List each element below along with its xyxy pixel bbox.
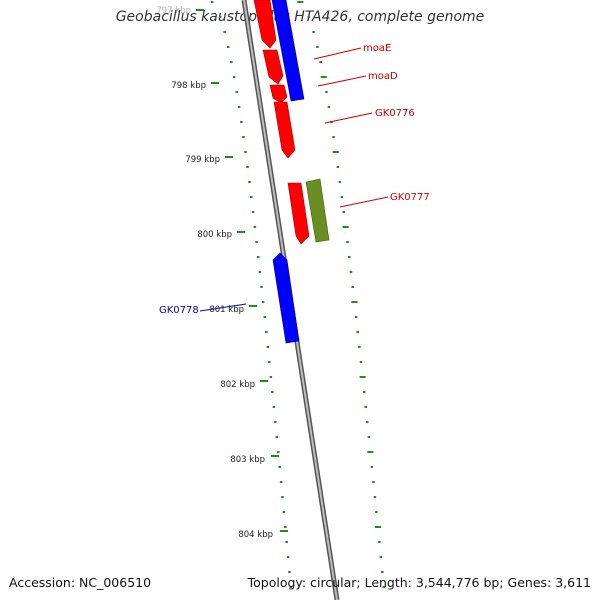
leader-GK0777 bbox=[340, 197, 388, 207]
scale-label: 798 kbp bbox=[171, 81, 206, 91]
genome-summary-text: Topology: circular; Length: 3,544,776 bp… bbox=[248, 575, 591, 590]
gene-label-GK0776[interactable]: GK0776 bbox=[375, 108, 415, 119]
scale-label: 801 kbp bbox=[209, 305, 244, 315]
gene-label-moaD[interactable]: moaD bbox=[368, 71, 398, 82]
accession-text: Accession: NC_006510 bbox=[9, 575, 151, 590]
scale-label: 797 kbp bbox=[156, 6, 191, 16]
genome-map: moaE moaD GK0776 GK0777 GK0778 797 kbp 7… bbox=[0, 0, 600, 600]
scale-label: 803 kbp bbox=[230, 455, 265, 465]
scale-label: 800 kbp bbox=[197, 230, 232, 240]
gene-label-GK0777[interactable]: GK0777 bbox=[390, 192, 430, 203]
scale-label: 802 kbp bbox=[220, 380, 255, 390]
gene-moaD[interactable] bbox=[263, 50, 283, 84]
leader-moaE bbox=[314, 48, 361, 59]
gene-GK0778[interactable] bbox=[273, 253, 299, 343]
scale-label: 799 kbp bbox=[185, 155, 220, 165]
gene-GK0777[interactable] bbox=[306, 179, 329, 242]
gene-GK0777-red[interactable] bbox=[288, 183, 309, 244]
gene-moaD-segment[interactable] bbox=[270, 85, 287, 103]
leader-GK0776 bbox=[325, 113, 372, 123]
gene-moaE[interactable] bbox=[254, 0, 276, 48]
gene-GK0776[interactable] bbox=[274, 102, 295, 158]
tick-dots-outer bbox=[297, 2, 385, 587]
scale-label: 804 kbp bbox=[238, 530, 273, 540]
gene-label-moaE[interactable]: moaE bbox=[363, 43, 391, 54]
gene-label-GK0778[interactable]: GK0778 bbox=[159, 305, 199, 316]
